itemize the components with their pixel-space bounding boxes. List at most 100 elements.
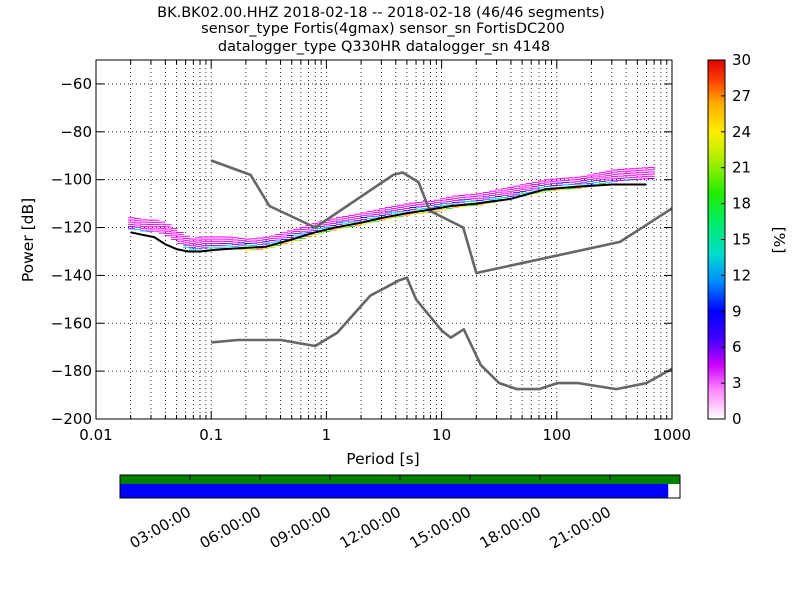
density-cell bbox=[580, 182, 588, 184]
density-cell bbox=[262, 241, 270, 243]
density-cell bbox=[201, 243, 209, 245]
density-cell bbox=[323, 222, 331, 224]
x-tick-label: 100 bbox=[542, 426, 571, 444]
density-cell bbox=[568, 188, 576, 190]
density-cell bbox=[409, 202, 417, 204]
density-cell bbox=[299, 237, 306, 239]
density-cell bbox=[409, 213, 417, 215]
density-cell bbox=[225, 243, 233, 245]
colorbar-label: [%] bbox=[770, 227, 788, 254]
density-cell bbox=[250, 238, 258, 240]
density-cell bbox=[329, 220, 337, 222]
density-cell bbox=[238, 237, 245, 239]
density-cell bbox=[317, 221, 325, 223]
density-cell bbox=[183, 237, 190, 239]
density-cell bbox=[507, 186, 514, 188]
density-cell bbox=[213, 238, 221, 240]
density-cell bbox=[556, 189, 563, 191]
density-cell bbox=[232, 246, 239, 248]
density-cell bbox=[274, 244, 282, 246]
density-cell bbox=[427, 205, 435, 207]
colorbar-tick-label: 30 bbox=[732, 51, 751, 69]
density-cell bbox=[611, 180, 618, 182]
density-cell bbox=[164, 230, 172, 232]
x-tick-label: 1 bbox=[322, 426, 332, 444]
density-cell bbox=[464, 201, 472, 203]
density-cell bbox=[635, 169, 643, 171]
density-cell bbox=[641, 176, 649, 178]
density-cell bbox=[501, 190, 508, 192]
density-cell bbox=[458, 195, 466, 197]
density-cell bbox=[342, 216, 349, 218]
density-cell bbox=[342, 218, 349, 220]
density-cell bbox=[366, 222, 374, 224]
density-cell bbox=[513, 185, 521, 187]
density-cell bbox=[281, 234, 288, 236]
density-cell bbox=[648, 175, 655, 177]
chart-title-line-2: sensor_type Fortis(4gmax) sensor_sn Fort… bbox=[201, 21, 565, 37]
density-cell bbox=[140, 219, 147, 221]
x-tick-label: 1000 bbox=[653, 426, 691, 444]
density-cell bbox=[464, 196, 472, 198]
density-cell bbox=[170, 236, 178, 238]
density-cell bbox=[574, 187, 582, 189]
chart-title-line-1: BK.BK02.00.HHZ 2018-02-18 -- 2018-02-18 … bbox=[157, 5, 605, 21]
density-cell bbox=[268, 235, 276, 237]
density-cell bbox=[556, 178, 563, 180]
density-cell bbox=[550, 185, 557, 187]
density-cell bbox=[599, 174, 606, 176]
density-cell bbox=[329, 225, 337, 227]
density-cell bbox=[225, 238, 233, 240]
density-cell bbox=[440, 198, 447, 200]
density-cell bbox=[274, 238, 282, 240]
density-cell bbox=[458, 197, 466, 199]
density-cell bbox=[342, 220, 349, 222]
density-cell bbox=[537, 184, 545, 186]
density-cell bbox=[599, 172, 606, 174]
density-cell bbox=[128, 223, 135, 225]
density-cell bbox=[580, 180, 588, 182]
density-cell bbox=[366, 211, 374, 213]
density-cell bbox=[489, 190, 496, 192]
colorbar-tick-label: 9 bbox=[732, 302, 742, 320]
density-cell bbox=[397, 211, 404, 213]
density-cell bbox=[177, 236, 184, 238]
density-cell bbox=[421, 205, 429, 207]
density-cell bbox=[287, 234, 294, 236]
density-cell bbox=[164, 228, 172, 230]
density-cell bbox=[348, 219, 355, 221]
density-cell bbox=[372, 211, 380, 213]
density-cell bbox=[415, 208, 423, 210]
colorbar-tick-label: 15 bbox=[732, 231, 751, 249]
density-cell bbox=[409, 207, 417, 209]
density-cell bbox=[134, 220, 141, 222]
density-cell bbox=[550, 183, 557, 185]
density-cell bbox=[140, 221, 147, 223]
density-cell bbox=[189, 242, 196, 244]
density-cell bbox=[128, 217, 135, 219]
density-cell bbox=[544, 190, 551, 192]
density-cell bbox=[403, 203, 410, 205]
density-cell bbox=[170, 234, 178, 236]
density-cell bbox=[225, 241, 233, 243]
density-cell bbox=[476, 193, 484, 195]
density-cell bbox=[458, 205, 466, 207]
density-cell bbox=[201, 236, 209, 238]
density-cell bbox=[513, 192, 521, 194]
density-cell bbox=[366, 213, 374, 215]
density-cell bbox=[421, 212, 429, 214]
density-cell bbox=[482, 202, 490, 204]
density-cell bbox=[427, 202, 435, 204]
density-cell bbox=[580, 178, 588, 180]
density-cell bbox=[348, 217, 355, 219]
density-cell bbox=[378, 214, 386, 216]
density-cell bbox=[391, 216, 398, 218]
density-cell bbox=[281, 238, 288, 240]
density-cell bbox=[336, 223, 343, 225]
time-tick-label: 15:00:00 bbox=[407, 503, 474, 552]
density-cell bbox=[134, 218, 141, 220]
density-cell bbox=[629, 172, 637, 174]
density-cell bbox=[611, 169, 618, 171]
density-cell bbox=[501, 194, 508, 196]
density-cell bbox=[452, 199, 459, 201]
